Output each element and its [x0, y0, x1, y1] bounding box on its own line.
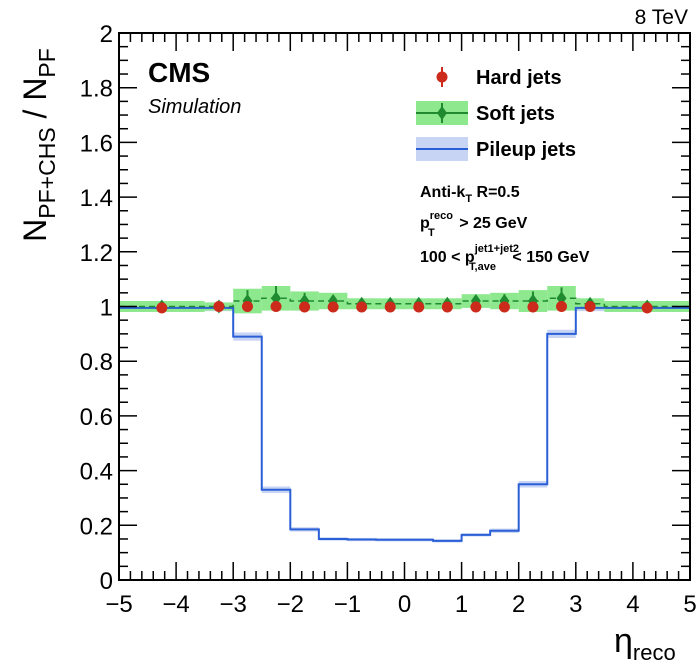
x-tick-label: 4 — [626, 591, 639, 618]
hard-point — [270, 301, 282, 312]
info-line-1-a: Anti-k — [420, 184, 465, 201]
info-line-3-sup: jet1+jet2 — [474, 243, 519, 255]
legend-item-soft: Soft jets — [416, 101, 555, 125]
hard-point — [299, 301, 311, 313]
simulation-label: Simulation — [148, 96, 241, 118]
x-tick-label: 5 — [683, 591, 696, 618]
hard-point — [584, 301, 596, 312]
hard-point — [413, 301, 425, 313]
hard-jets-series — [156, 301, 653, 314]
x-tick-label: 0 — [398, 591, 411, 618]
y-title-base: N — [17, 219, 53, 242]
x-tick-label: −4 — [162, 591, 189, 618]
y-title-mid: / N — [17, 78, 53, 128]
y-tick-label: 1.4 — [80, 185, 113, 212]
x-tick-label: 2 — [512, 591, 525, 618]
hard-point — [241, 301, 253, 312]
hard-point — [641, 302, 653, 314]
x-tick-label: −3 — [220, 591, 247, 618]
legend-soft-marker — [437, 106, 447, 120]
legend-hard-marker — [436, 71, 448, 83]
y-tick-label: 0.4 — [80, 459, 113, 486]
info-line-3-a: 100 < p — [420, 249, 475, 266]
info-line-2-sub: T — [428, 227, 435, 239]
legend-soft-label: Soft jets — [476, 103, 555, 125]
legend-pileup-label: Pileup jets — [476, 139, 576, 161]
legend-item-hard: Hard jets — [436, 67, 562, 89]
info-line-2-b: > 25 GeV — [455, 215, 528, 232]
info-line-1: Anti-kT R=0.5 — [420, 184, 520, 205]
info-line-3-b: < 150 GeV — [508, 249, 590, 266]
hard-point — [213, 301, 225, 312]
x-axis-title: ηreco — [614, 622, 676, 665]
pileup-step-path — [119, 306, 690, 542]
legend: Hard jets Soft jets Pileup jets — [416, 67, 576, 161]
x-tick-label: −5 — [105, 591, 132, 618]
y-tick-label: 0.8 — [80, 349, 113, 376]
info-line-3-sub: T,ave — [469, 261, 496, 273]
hard-point — [527, 301, 539, 313]
y-axis-title: NPF+CHS / NPF — [17, 48, 60, 242]
x-tick-label: −1 — [334, 591, 361, 618]
uncertainty-bands — [119, 285, 690, 543]
x-title-base: η — [614, 622, 633, 660]
legend-hard-label: Hard jets — [476, 67, 562, 89]
info-line-1-sub: T — [465, 193, 472, 205]
y-tick-label: 1.6 — [80, 130, 113, 157]
hard-point — [470, 301, 482, 313]
y-tick-label: 0 — [100, 568, 113, 595]
y-tick-label: 1.8 — [80, 76, 113, 103]
y-tick-label: 0.2 — [80, 513, 113, 540]
info-line-1-b: R=0.5 — [472, 184, 520, 201]
soft-connect-line — [119, 297, 690, 308]
axis-ticks — [118, 32, 691, 581]
pileup-step-line — [119, 306, 690, 542]
hard-point — [441, 301, 453, 313]
y-tick-label: 1.2 — [80, 240, 113, 267]
y-tick-label: 0.6 — [80, 404, 113, 431]
x-tick-labels: −5 −4 −3 −2 −1 0 1 2 3 4 5 — [105, 591, 696, 618]
y-title-sub1: PF+CHS — [34, 127, 60, 218]
legend-item-pileup: Pileup jets — [416, 137, 576, 161]
info-line-2: preco T > 25 GeV — [420, 210, 528, 239]
energy-label: 8 TeV — [635, 6, 688, 29]
y-title-sub2: PF — [34, 48, 60, 77]
info-line-3: 100 < pjet1+jet2 T,ave < 150 GeV — [420, 243, 590, 273]
y-tick-label: 2 — [100, 21, 113, 48]
info-line-2-a: p — [420, 215, 430, 232]
hard-point — [327, 301, 339, 313]
info-line-2-sup: reco — [430, 210, 454, 222]
x-tick-label: 1 — [455, 591, 468, 618]
hard-point — [384, 301, 396, 313]
x-tick-label: −2 — [277, 591, 304, 618]
x-title-sub: reco — [633, 640, 676, 665]
hard-point — [356, 301, 368, 313]
x-tick-label: 3 — [569, 591, 582, 618]
cms-label: CMS — [148, 57, 210, 88]
y-tick-label: 1 — [100, 295, 113, 322]
hard-point — [156, 302, 168, 314]
y-tick-labels: 0 0.2 0.4 0.6 0.8 1 1.2 1.4 1.6 1.8 2 — [80, 21, 113, 595]
hard-point — [498, 301, 510, 313]
hard-point — [556, 301, 568, 312]
